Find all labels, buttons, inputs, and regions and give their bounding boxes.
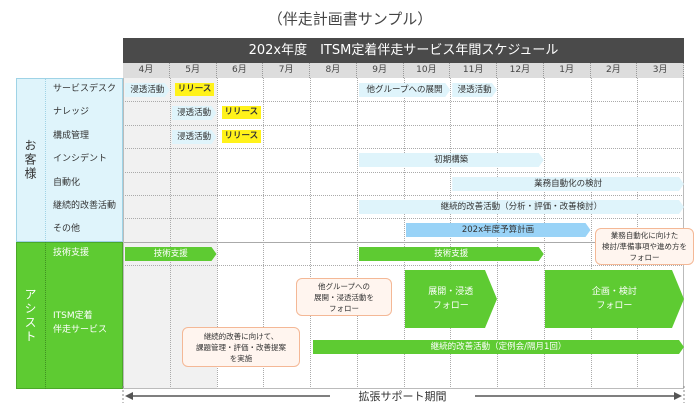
row-label: インシデント <box>53 154 108 164</box>
row-label: サービスデスク <box>53 84 117 94</box>
row-label: 構成管理 <box>53 131 90 141</box>
schedule-bar: 浸透活動 <box>172 106 217 120</box>
schedule-bar: 技術支援 <box>125 247 217 261</box>
schedule-bar: 浸透活動 <box>125 83 170 97</box>
page-title: （伴走計画書サンプル） <box>267 10 433 28</box>
month-header: 3月 <box>637 63 684 78</box>
grid-line <box>46 101 684 102</box>
follow-arrow: 展開・浸透 フォロー <box>405 270 498 328</box>
release-marker: リリース <box>174 83 215 96</box>
month-header: 1月 <box>543 63 591 78</box>
schedule-header: 202x年度 ITSM定着伴走サービス年間スケジュール <box>123 38 684 63</box>
row-label: ナレッジ <box>53 107 90 117</box>
month-header: 7月 <box>263 63 310 78</box>
ongoing-improvement-bar: 継続的改善活動（定例会/隔月1回） <box>313 340 684 354</box>
month-header: 4月 <box>123 63 170 78</box>
schedule-bar: 浸透活動 <box>172 130 217 144</box>
schedule-bar: 202x年度予算計画 <box>406 223 591 237</box>
support-period-arrow <box>122 386 685 403</box>
callout-expansion: 他グループへの 展開・浸透活動を フォロー <box>296 278 392 316</box>
grid-line <box>263 78 265 389</box>
group-assist <box>16 242 123 389</box>
schedule-bar: 浸透活動 <box>452 83 497 97</box>
month-header: 5月 <box>169 63 217 78</box>
month-header: 12月 <box>497 63 544 78</box>
release-marker: リリース <box>221 130 262 143</box>
grid-line <box>590 78 592 389</box>
grid-line <box>46 265 684 266</box>
group-assist-label: アシスト <box>16 242 46 389</box>
schedule-bar: 他グループへの展開 <box>359 83 451 97</box>
grid-line <box>403 78 405 389</box>
month-header: 8月 <box>310 63 357 78</box>
callout-improvement: 継続的改善に向けて、 課題管理・評価・改善提案 を実施 <box>182 327 300 367</box>
row-label: ITSM定着 伴走サービス <box>53 311 108 335</box>
schedule-bar: 技術支援 <box>359 247 544 261</box>
month-header: 2月 <box>590 63 638 78</box>
row-label: 技術支援 <box>53 248 90 258</box>
month-header: 11月 <box>450 63 497 78</box>
grid-line <box>310 78 311 389</box>
schedule-bar: 初期構築 <box>359 153 544 167</box>
row-label: その他 <box>53 224 81 234</box>
grid-line <box>169 78 171 389</box>
grid-line <box>46 148 684 149</box>
row-label: 自動化 <box>53 178 81 188</box>
follow-arrow: 企画・検討 フォロー <box>545 270 684 328</box>
schedule-bar: 継続的改善活動（分析・評価・改善検討） <box>359 200 684 214</box>
month-header: 6月 <box>216 63 264 78</box>
row-label: 継続的改善活動 <box>53 201 117 211</box>
grid-line <box>46 195 684 196</box>
grid-line <box>46 172 684 173</box>
grid-line <box>46 125 684 126</box>
month-header: 9月 <box>356 63 404 78</box>
support-period-label: 拡張サポート期間 <box>358 390 447 403</box>
schedule-bar: 業務自動化の検討 <box>452 177 684 191</box>
callout-automation: 業務自動化に向けた 検討/準備事項や進め方を フォロー <box>595 228 694 265</box>
grid-line <box>16 242 684 243</box>
group-customer <box>16 78 123 242</box>
grid-line <box>216 78 218 389</box>
month-header: 10月 <box>403 63 451 78</box>
grid-line <box>356 78 358 389</box>
release-marker: リリース <box>221 106 262 119</box>
grid-line <box>46 218 684 219</box>
group-customer-label: お客様 <box>16 78 46 242</box>
